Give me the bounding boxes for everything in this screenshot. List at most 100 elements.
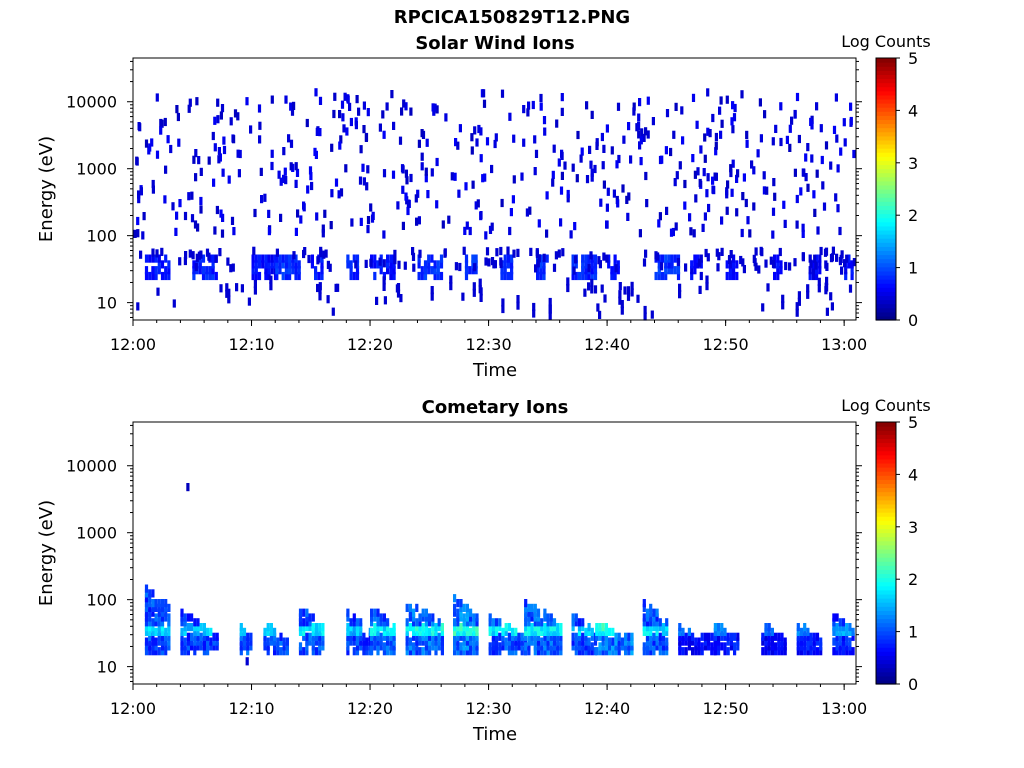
heatmap-cell [163, 117, 167, 127]
heatmap-cell [350, 218, 354, 227]
heatmap-cell [151, 627, 155, 636]
heatmap-cell [732, 266, 736, 275]
heatmap-cell [767, 627, 771, 636]
heatmap-cell [608, 637, 612, 646]
heatmap-cell [437, 618, 441, 627]
heatmap-cell [831, 246, 835, 255]
heatmap-cell [144, 584, 149, 593]
heatmap-cell [767, 623, 771, 632]
heatmap-cell [355, 647, 360, 656]
heatmap-cell [440, 647, 444, 656]
heatmap-cell [316, 256, 320, 265]
heatmap-cell [273, 627, 277, 636]
heatmap-cell [382, 282, 386, 291]
heatmap-cell [655, 642, 659, 651]
heatmap-cell [311, 623, 315, 632]
heatmap-cell [517, 632, 521, 641]
heatmap-cell [838, 632, 842, 641]
heatmap-cell [713, 642, 717, 651]
heatmap-cell [433, 266, 437, 275]
heatmap-cell [574, 260, 578, 269]
heatmap-cell [412, 642, 416, 651]
heatmap-cell [806, 183, 810, 192]
heatmap-cell [540, 647, 544, 656]
heatmap-cell [546, 623, 550, 632]
heatmap-cell [164, 599, 168, 608]
heatmap-cell [774, 124, 778, 133]
heatmap-cell [546, 613, 550, 622]
heatmap-cell [536, 266, 540, 275]
heatmap-cell [137, 190, 141, 199]
heatmap-cell [645, 623, 650, 632]
heatmap-cell [587, 627, 591, 636]
heatmap-cell [624, 642, 628, 651]
heatmap-cell [764, 259, 768, 268]
heatmap-cell [713, 632, 717, 641]
heatmap-cell [601, 161, 605, 170]
heatmap-cell [167, 613, 171, 622]
heatmap-cell [529, 247, 533, 256]
heatmap-cell [159, 126, 163, 135]
heatmap-cell [649, 647, 653, 656]
heatmap-cell [206, 642, 210, 651]
heatmap-cell [456, 623, 460, 632]
y-tick-label: 10 [97, 294, 117, 313]
heatmap-cell [527, 632, 531, 641]
heatmap-cell [803, 623, 807, 632]
heatmap-cell [320, 266, 324, 275]
y-tick-label: 1000 [76, 160, 117, 179]
heatmap-cell [649, 627, 653, 636]
heatmap-cell [440, 637, 444, 646]
heatmap-cell [355, 271, 360, 281]
heatmap-cell [462, 627, 466, 636]
heatmap-cell [436, 271, 440, 281]
heatmap-cell [379, 613, 383, 622]
heatmap-cell [555, 119, 559, 128]
colorbar-segment [876, 589, 896, 595]
heatmap-cell [539, 102, 543, 111]
heatmap-cell [597, 256, 601, 265]
heatmap-cell [362, 101, 366, 110]
heatmap-cell [600, 284, 604, 293]
heatmap-cell [770, 642, 774, 651]
heatmap-cell [812, 637, 816, 646]
colorbar-segment [876, 565, 896, 570]
heatmap-cell [667, 254, 671, 263]
heatmap-cell [197, 156, 201, 165]
heatmap-cell [707, 637, 711, 646]
heatmap-cell [404, 192, 408, 201]
heatmap-cell [664, 146, 668, 155]
heatmap-cell [277, 170, 281, 179]
heatmap-cell [282, 642, 286, 651]
heatmap-cell [148, 627, 152, 636]
heatmap-cell [366, 225, 370, 234]
heatmap-cell [279, 177, 283, 186]
heatmap-cell [355, 95, 359, 104]
heatmap-cell [783, 647, 787, 656]
heatmap-cell [136, 229, 140, 238]
heatmap-cell [795, 194, 799, 204]
heatmap-cell [494, 133, 498, 142]
heatmap-cell [832, 637, 836, 646]
heatmap-cell [539, 260, 543, 269]
heatmap-cell [282, 147, 286, 156]
heatmap-cell [209, 642, 213, 651]
heatmap-cell [811, 271, 815, 281]
solar-wind-xlabel: Time [472, 360, 517, 381]
colorbar-segment [876, 111, 896, 116]
heatmap-cell [611, 647, 615, 656]
heatmap-cell [611, 637, 615, 646]
heatmap-cell [713, 623, 717, 632]
heatmap-cell [571, 637, 575, 646]
heatmap-cell [157, 266, 161, 275]
heatmap-cell [357, 107, 361, 116]
heatmap-cell [190, 642, 194, 651]
colorbar-segment [876, 66, 896, 71]
heatmap-cell [183, 623, 187, 632]
heatmap-cell [472, 613, 476, 622]
heatmap-cell [645, 608, 650, 617]
heatmap-cell [543, 623, 547, 632]
heatmap-cell [584, 637, 588, 646]
heatmap-cell [144, 637, 149, 646]
heatmap-cell [835, 253, 839, 262]
